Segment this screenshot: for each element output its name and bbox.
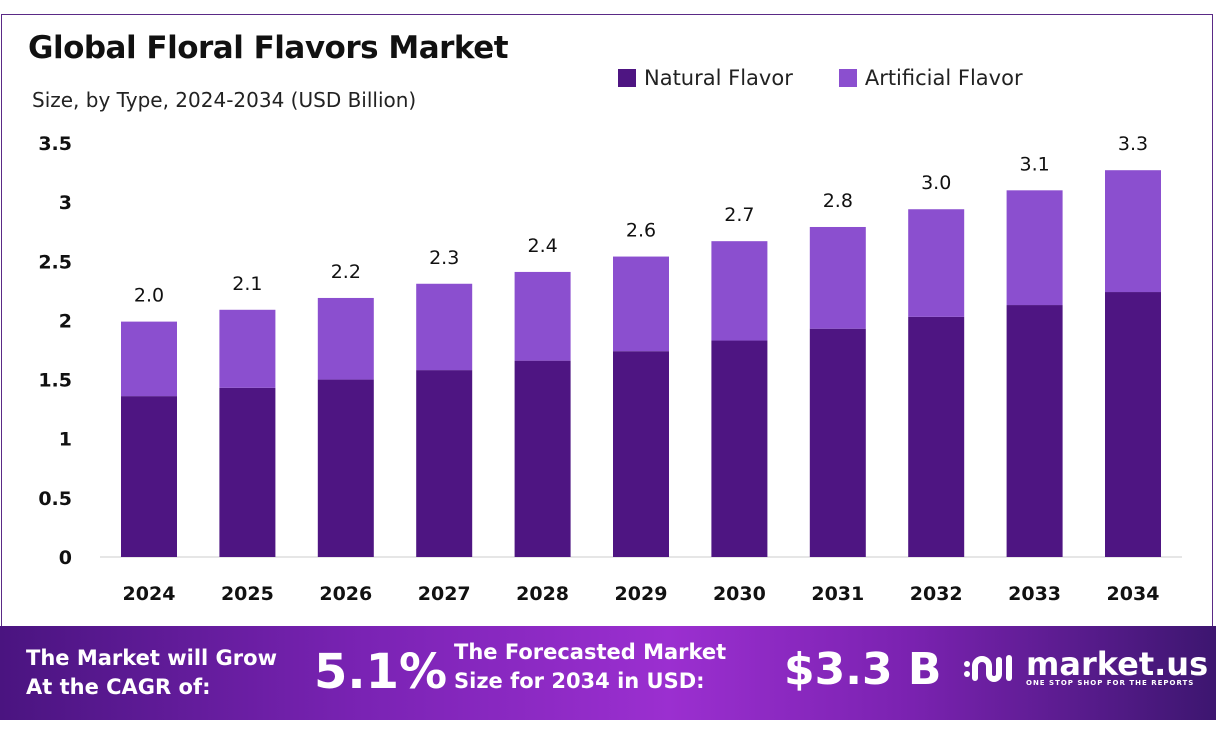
bar-natural-2025 bbox=[219, 387, 276, 557]
bar-artificial-2030 bbox=[711, 241, 768, 341]
bar-natural-2031 bbox=[809, 328, 866, 557]
bar-artificial-2026 bbox=[317, 297, 374, 380]
cagr-value: 5.1% bbox=[314, 644, 448, 700]
y-tick-label: 3 bbox=[59, 192, 72, 214]
total-label: 3.3 bbox=[1118, 133, 1148, 155]
y-tick-label: 1.5 bbox=[38, 370, 72, 392]
bar-artificial-2031 bbox=[809, 226, 866, 329]
bar-natural-2032 bbox=[908, 316, 965, 557]
x-tick-label: 2033 bbox=[1008, 583, 1061, 605]
bar-natural-2024 bbox=[121, 396, 177, 557]
total-label: 2.7 bbox=[724, 204, 754, 226]
x-tick-label: 2030 bbox=[713, 583, 766, 605]
total-label: 2.8 bbox=[823, 190, 853, 212]
bar-natural-2027 bbox=[416, 370, 473, 557]
cagr-label: The Market will Grow At the CAGR of: bbox=[26, 646, 277, 699]
total-label: 2.2 bbox=[331, 261, 361, 283]
bar-artificial-2029 bbox=[613, 256, 669, 352]
legend-item-artificial: Artificial Flavor bbox=[838, 66, 1023, 90]
y-tick-label: 0 bbox=[59, 547, 72, 569]
x-tick-label: 2032 bbox=[910, 583, 963, 605]
total-label: 2.6 bbox=[626, 220, 656, 242]
x-tick-label: 2024 bbox=[123, 583, 176, 605]
bar-artificial-2032 bbox=[908, 209, 965, 317]
x-tick-label: 2025 bbox=[221, 583, 274, 605]
bar-artificial-2024 bbox=[121, 321, 177, 397]
x-tick-label: 2029 bbox=[615, 583, 668, 605]
forecast-label: The Forecasted Market Size for 2034 in US… bbox=[454, 640, 727, 693]
total-label: 2.1 bbox=[232, 273, 262, 295]
legend-label: Natural Flavor bbox=[644, 66, 793, 90]
market-us-logo: market.us ONE STOP SHOP FOR THE REPORTS bbox=[962, 648, 1208, 688]
y-tick-label: 2 bbox=[59, 310, 72, 332]
legend-swatch bbox=[618, 69, 636, 87]
total-label: 3.0 bbox=[921, 172, 951, 194]
bar-natural-2028 bbox=[514, 360, 571, 557]
bar-natural-2026 bbox=[317, 379, 374, 557]
bar-artificial-2027 bbox=[416, 283, 473, 371]
logo-icon bbox=[964, 655, 1012, 682]
bar-chart: 0 0.5 1 1.5 2 2.5 3 3.5 2.0 2024 2.1 2025 2.2 2026 2.3… bbox=[38, 133, 1182, 605]
x-tick-label: 2034 bbox=[1107, 583, 1160, 605]
y-tick-label: 2.5 bbox=[38, 251, 72, 273]
total-label: 2.0 bbox=[134, 285, 164, 307]
legend-swatch bbox=[838, 69, 857, 87]
y-tick-label: 1 bbox=[59, 429, 72, 451]
bar-natural-2029 bbox=[613, 351, 669, 557]
bar-natural-2030 bbox=[711, 340, 768, 557]
x-tick-label: 2028 bbox=[516, 583, 569, 605]
bar-natural-2034 bbox=[1105, 292, 1161, 557]
bar-artificial-2033 bbox=[1006, 190, 1063, 306]
total-label: 2.3 bbox=[429, 247, 459, 269]
total-label: 3.1 bbox=[1019, 153, 1049, 175]
bar-artificial-2034 bbox=[1105, 170, 1161, 293]
x-tick-label: 2031 bbox=[811, 583, 864, 605]
y-tick-label: 0.5 bbox=[38, 488, 72, 510]
legend-label: Artificial Flavor bbox=[864, 66, 1023, 90]
y-tick-label: 3.5 bbox=[38, 133, 72, 155]
bar-natural-2033 bbox=[1006, 305, 1063, 557]
bar-artificial-2025 bbox=[219, 309, 276, 388]
x-tick-label: 2026 bbox=[319, 583, 372, 605]
forecast-value: $3.3 B bbox=[784, 644, 942, 695]
chart-subtitle: Size, by Type, 2024-2034 (USD Billion) bbox=[32, 88, 417, 112]
chart-title: Global Floral Flavors Market bbox=[28, 30, 509, 66]
legend: Natural Flavor Artificial Flavor bbox=[618, 66, 1023, 90]
footer-banner: The Market will Grow At the CAGR of: 5.1%… bbox=[0, 626, 1216, 720]
total-label: 2.4 bbox=[527, 235, 557, 257]
x-tick-label: 2027 bbox=[418, 583, 471, 605]
bar-artificial-2028 bbox=[514, 271, 571, 361]
legend-item-natural: Natural Flavor bbox=[618, 66, 793, 90]
